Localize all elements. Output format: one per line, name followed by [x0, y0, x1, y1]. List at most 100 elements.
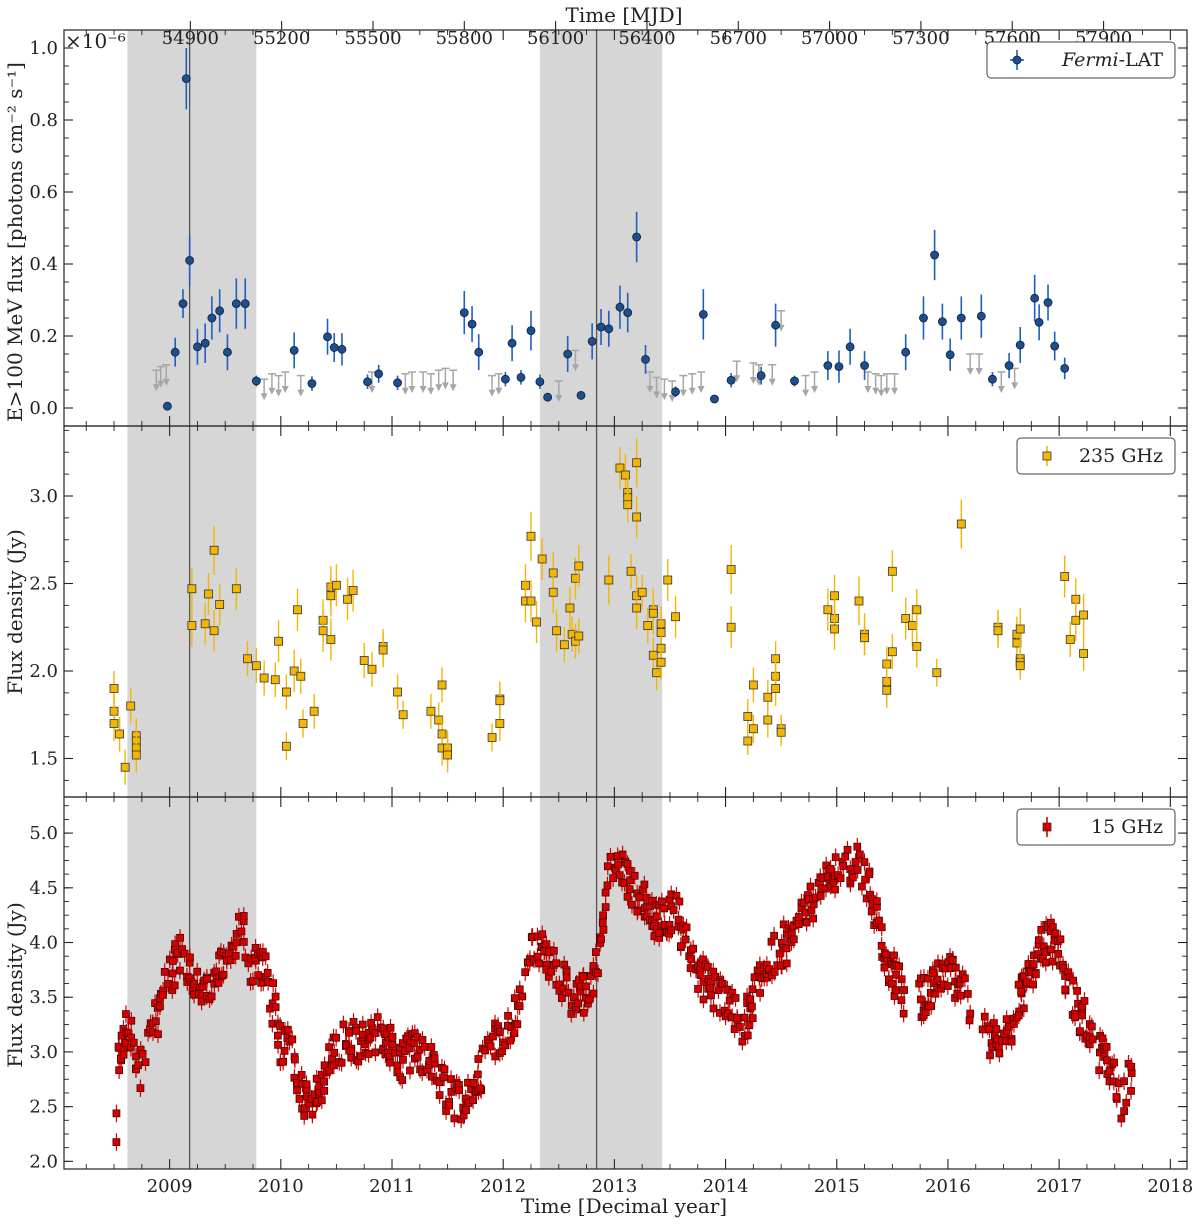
data-point — [1046, 945, 1055, 954]
data-point — [604, 324, 614, 334]
data-point — [992, 1025, 1001, 1033]
upper-limit-arrow — [555, 395, 563, 402]
data-point — [1059, 964, 1068, 973]
data-point — [965, 1016, 974, 1025]
data-point — [1117, 1114, 1126, 1123]
data-point — [537, 554, 547, 564]
data-point — [297, 1071, 306, 1079]
data-point — [860, 633, 869, 643]
data-point — [398, 710, 408, 720]
data-point — [154, 1030, 162, 1039]
data-point — [300, 1104, 309, 1113]
data-point — [159, 991, 167, 999]
data-point — [1088, 1035, 1097, 1044]
data-point — [1120, 1077, 1128, 1086]
data-point — [924, 974, 932, 983]
data-point — [756, 371, 766, 381]
data-point — [674, 915, 683, 924]
data-point — [637, 587, 647, 597]
data-point — [109, 719, 119, 728]
data-point — [1069, 976, 1077, 985]
data-point — [399, 1055, 407, 1064]
y-tick-label: 0.0 — [29, 398, 58, 419]
data-point — [948, 956, 957, 964]
y-tick-label: 2.0 — [29, 661, 58, 682]
data-point — [895, 962, 904, 971]
upper-limit-arrow — [749, 377, 757, 384]
data-point — [405, 1044, 414, 1053]
data-point — [320, 1086, 329, 1095]
upper-limit-arrow — [401, 387, 409, 395]
data-point — [378, 645, 388, 655]
data-point — [302, 1080, 311, 1089]
data-point — [495, 696, 505, 706]
y-tick-label: 0.8 — [29, 110, 58, 131]
data-point — [961, 974, 969, 983]
data-point — [435, 1091, 444, 1099]
data-point — [435, 1078, 444, 1087]
data-point — [699, 995, 708, 1004]
data-point — [632, 458, 642, 468]
data-point — [601, 903, 610, 911]
data-point — [1030, 293, 1040, 303]
x-tick-label: 2018 — [1147, 1176, 1193, 1197]
data-point — [579, 1008, 588, 1017]
data-point — [606, 852, 615, 861]
data-point — [748, 985, 757, 994]
data-point — [115, 729, 124, 739]
data-point — [726, 375, 736, 385]
data-point — [296, 671, 306, 681]
data-point — [343, 594, 352, 604]
data-point — [507, 338, 517, 348]
data-point — [848, 873, 857, 882]
data-point — [956, 519, 966, 529]
data-point — [775, 949, 784, 958]
x-tick-label: 2017 — [1036, 1176, 1082, 1197]
data-point — [782, 959, 791, 968]
data-point — [160, 968, 169, 976]
upper-limit-arrow — [275, 389, 283, 397]
data-point — [1127, 1062, 1136, 1071]
data-point — [187, 584, 197, 594]
data-point — [1079, 649, 1088, 658]
data-point — [816, 892, 825, 900]
data-point — [782, 944, 791, 953]
data-point — [134, 1061, 143, 1070]
data-point — [677, 942, 685, 950]
upper-limit-arrow — [864, 386, 872, 393]
fermi-y-axis-label: E>100 MeV flux [photons cm⁻² s⁻¹] — [3, 62, 27, 422]
data-point — [386, 1058, 394, 1067]
upper-limit-arrow — [260, 393, 268, 401]
data-point — [823, 361, 833, 370]
data-point — [726, 565, 736, 574]
data-point — [474, 347, 484, 357]
data-point — [1060, 572, 1070, 581]
legend-label: 15 GHz — [1091, 816, 1163, 838]
upper-limit-arrow — [268, 387, 276, 395]
data-point — [430, 1054, 439, 1063]
data-point — [129, 1038, 138, 1047]
data-point — [450, 1114, 459, 1123]
data-point — [223, 347, 232, 357]
data-point — [652, 912, 661, 921]
radio-y-axis-label: Flux density (Jy) — [3, 902, 27, 1068]
data-point — [993, 626, 1003, 636]
data-point — [186, 953, 194, 962]
data-point — [743, 712, 753, 721]
data-point — [348, 586, 358, 595]
upper-limit-arrow — [768, 378, 776, 386]
data-point — [632, 232, 642, 242]
data-point — [293, 605, 302, 615]
data-point — [1017, 987, 1025, 996]
data-point — [1127, 1087, 1135, 1095]
data-point — [1034, 936, 1043, 944]
upper-limit-arrow — [802, 389, 810, 397]
data-point — [585, 995, 593, 1004]
x-tick-label: 2012 — [480, 1176, 526, 1197]
panel-fermi-data — [152, 48, 1070, 411]
top-x-tick-label: 56700 — [710, 28, 767, 49]
x-tick-label: 2016 — [925, 1176, 971, 1197]
data-point — [300, 1112, 309, 1120]
data-point — [681, 935, 690, 944]
data-point — [599, 925, 608, 934]
